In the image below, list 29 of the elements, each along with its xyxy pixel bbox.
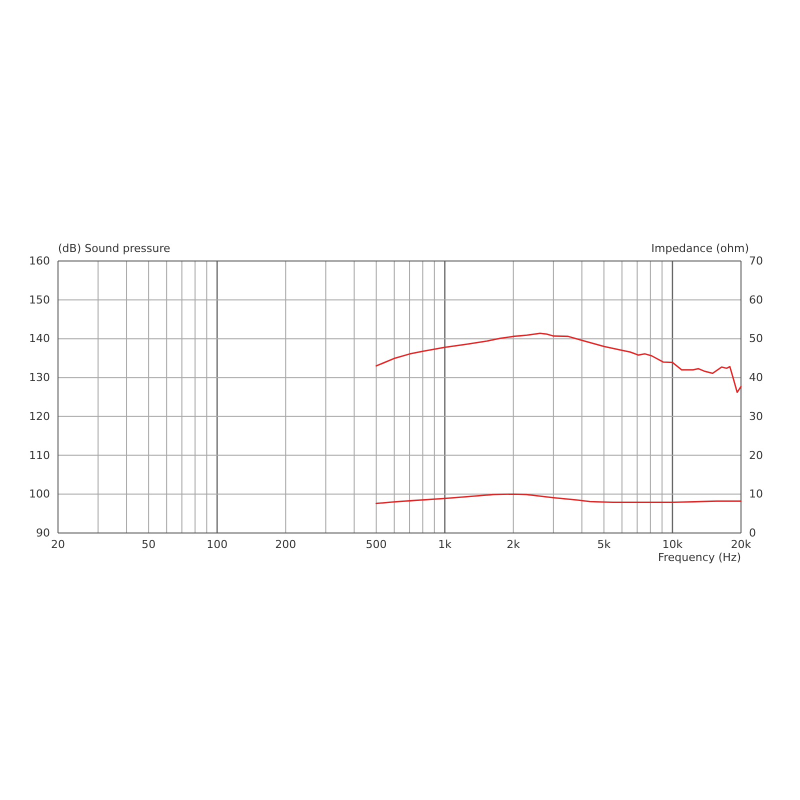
y-tick-label: 160 (29, 254, 50, 268)
y2-tick-label: 70 (749, 254, 763, 268)
y2-tick-label: 40 (749, 371, 763, 384)
y2-axis-title: Impedance (ohm) (651, 242, 749, 255)
x-tick-label: 10k (662, 538, 684, 551)
y2-tick-label: 60 (749, 293, 763, 306)
y2-tick-label: 10 (749, 488, 763, 501)
y2-tick-label: 30 (749, 410, 763, 423)
x-axis-title: Frequency (Hz) (658, 551, 741, 564)
x-tick-label: 200 (275, 538, 296, 551)
y-tick-label: 130 (29, 371, 50, 384)
y-axis-title: (dB) Sound pressure (58, 242, 170, 255)
y-tick-label: 140 (29, 332, 50, 346)
x-tick-label: 20k (730, 538, 752, 551)
x-tick-label: 20 (51, 538, 65, 551)
x-tick-label: 2k (506, 538, 521, 551)
y-tick-label: 110 (29, 448, 50, 462)
x-tick-label: 50 (142, 538, 156, 551)
y-tick-label: 90 (36, 526, 50, 540)
x-tick-label: 1k (438, 538, 452, 551)
x-tick-label: 500 (366, 538, 387, 551)
y2-tick-label: 50 (749, 332, 763, 346)
y-tick-label: 150 (29, 293, 50, 306)
y2-tick-label: 0 (749, 526, 756, 540)
x-tick-label: 100 (206, 538, 228, 551)
y-tick-label: 100 (29, 488, 50, 501)
y2-tick-label: 20 (749, 448, 763, 462)
x-tick-label: 5k (597, 538, 612, 551)
y-tick-label: 120 (29, 410, 50, 423)
